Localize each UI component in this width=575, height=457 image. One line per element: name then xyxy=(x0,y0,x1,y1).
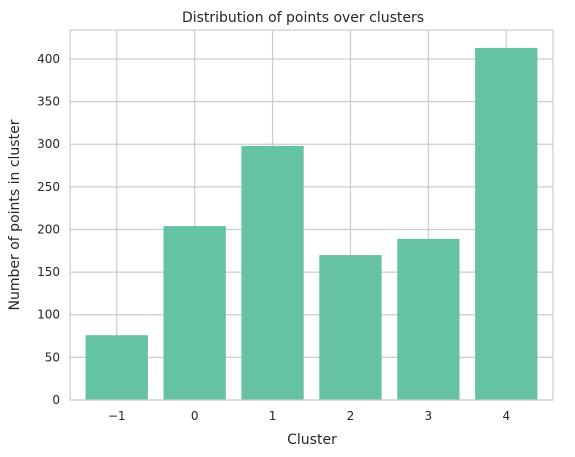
x-tick-label: 1 xyxy=(269,409,277,423)
y-axis-label: Number of points in cluster xyxy=(7,119,23,310)
y-tick-label: 0 xyxy=(52,393,60,407)
x-tick-labels: −1 0 1 2 3 4 xyxy=(108,409,510,423)
bars xyxy=(85,47,538,400)
bar-3 xyxy=(319,255,382,400)
y-tick-labels: 0 50 100 150 200 250 300 350 400 xyxy=(37,52,60,407)
y-tick-label: 200 xyxy=(37,222,60,236)
y-tick-label: 350 xyxy=(37,95,60,109)
x-tick-label: 3 xyxy=(425,409,433,423)
y-tick-label: 50 xyxy=(45,350,60,364)
x-tick-label: 4 xyxy=(502,409,510,423)
plot-frame xyxy=(69,29,554,401)
x-tick-label: 0 xyxy=(191,409,199,423)
bar-4 xyxy=(397,238,460,400)
bar-5 xyxy=(475,47,538,400)
y-gridlines xyxy=(70,58,553,401)
y-tick-label: 150 xyxy=(37,265,60,279)
x-tick-label: −1 xyxy=(108,409,126,423)
x-tick-label: 2 xyxy=(347,409,355,423)
y-tick-label: 400 xyxy=(37,52,60,66)
y-tick-label: 250 xyxy=(37,180,60,194)
y-tick-label: 300 xyxy=(37,137,60,151)
x-axis-label: Cluster xyxy=(287,432,337,448)
chart-title: Distribution of points over clusters xyxy=(182,10,424,26)
bar-1 xyxy=(163,226,226,400)
bar-0 xyxy=(85,335,148,400)
y-tick-label: 100 xyxy=(37,308,60,322)
bar-2 xyxy=(241,145,304,400)
